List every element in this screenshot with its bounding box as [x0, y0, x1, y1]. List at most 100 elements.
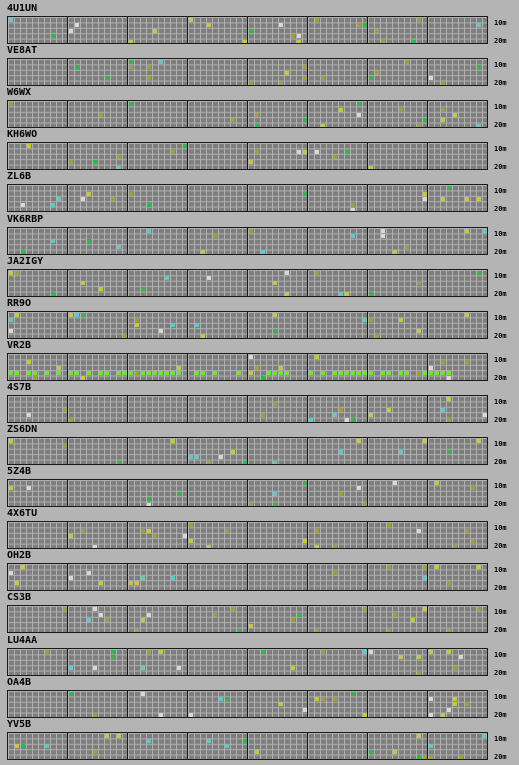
station-row: CS3B 10m 20m [0, 592, 519, 634]
activity-spot [69, 576, 73, 581]
activity-spot [345, 149, 349, 154]
activity-spot [453, 112, 457, 117]
activity-spot [189, 713, 193, 717]
activity-spot [423, 191, 427, 196]
activity-spot [471, 539, 475, 544]
time-block-separator [367, 353, 368, 380]
band-activity-grid [7, 731, 488, 760]
time-block-separator [187, 690, 188, 717]
station-callsign: LU4AA [7, 634, 38, 646]
activity-spot [381, 39, 385, 43]
activity-spot [15, 270, 19, 275]
activity-spot [213, 370, 217, 375]
activity-spot [357, 102, 361, 107]
time-block-separator [187, 143, 188, 170]
station-callsign: VR2B [7, 339, 32, 351]
activity-spot [453, 544, 457, 549]
time-block-separator [247, 648, 248, 675]
station-callsign: OH2B [7, 550, 32, 562]
activity-spot [291, 618, 295, 623]
activity-spot [279, 370, 283, 375]
activity-spot [33, 370, 37, 375]
activity-spot [417, 528, 421, 533]
activity-spot [273, 491, 277, 496]
activity-spot [279, 81, 283, 86]
time-block-separator [187, 185, 188, 212]
activity-spot [111, 649, 115, 654]
activity-spot [387, 523, 391, 528]
activity-spot [381, 370, 385, 375]
activity-spot [147, 76, 151, 81]
activity-spot [477, 65, 481, 70]
activity-spot [357, 370, 361, 375]
station-row: VE8AT 10m 20m [0, 45, 519, 87]
activity-spot [435, 370, 439, 375]
activity-spot [417, 18, 421, 22]
activity-spot [87, 239, 91, 244]
time-block-separator [187, 480, 188, 507]
band-label-20m: 20m [494, 121, 507, 130]
station-callsign: VE8AT [7, 45, 38, 57]
time-block-separator [247, 395, 248, 422]
time-block-separator [427, 101, 428, 128]
activity-spot [135, 581, 139, 586]
time-block-separator [307, 143, 308, 170]
band-label-10m: 10m [494, 187, 507, 196]
band-label-10m: 10m [494, 145, 507, 154]
station-row: VK6RBP 10m 20m [0, 214, 519, 256]
time-block-separator [187, 648, 188, 675]
time-block-separator [247, 143, 248, 170]
time-block-separator [127, 59, 128, 86]
band-activity-grid [7, 16, 488, 44]
activity-spot [417, 671, 421, 675]
activity-spot [441, 713, 445, 717]
activity-spot [363, 502, 367, 507]
band-label-20m: 20m [494, 584, 507, 593]
band-activity-grid [7, 479, 488, 508]
activity-spot [135, 318, 139, 323]
time-block-separator [67, 606, 68, 633]
time-block-separator [187, 227, 188, 254]
activity-spot [441, 197, 445, 202]
band-label-10m: 10m [494, 566, 507, 575]
band-label-20m: 20m [494, 626, 507, 635]
band-label-10m: 10m [494, 61, 507, 70]
activity-spot [405, 370, 409, 375]
activity-spot [81, 528, 85, 533]
time-block-separator [427, 311, 428, 338]
activity-spot [393, 612, 397, 617]
activity-spot [15, 581, 19, 586]
activity-spot [477, 123, 481, 128]
band-label-20m: 20m [494, 668, 507, 677]
activity-spot [93, 665, 97, 670]
activity-spot [447, 581, 451, 586]
activity-spot [225, 528, 229, 533]
activity-spot [9, 318, 13, 323]
activity-spot [237, 370, 241, 375]
activity-spot [231, 607, 235, 612]
activity-spot [417, 328, 421, 333]
activity-spot [87, 370, 91, 375]
station-row: LU4AA 10m 20m [0, 635, 519, 677]
time-block-separator [367, 311, 368, 338]
band-label-10m: 10m [494, 608, 507, 617]
activity-spot [45, 744, 49, 749]
activity-spot [9, 439, 13, 443]
time-block-separator [127, 185, 128, 212]
band-activity-grid [7, 352, 488, 381]
activity-spot [465, 702, 469, 707]
activity-spot [9, 270, 13, 275]
activity-spot [393, 749, 397, 754]
activity-spot [447, 186, 451, 191]
activity-spot [219, 455, 223, 460]
time-block-separator [427, 648, 428, 675]
station-callsign: YV5B [7, 718, 32, 730]
activity-spot [315, 149, 319, 154]
activity-spot [417, 370, 421, 375]
activity-spot [27, 360, 31, 365]
activity-spot [147, 65, 151, 70]
activity-spot [315, 696, 319, 701]
time-block-separator [307, 522, 308, 549]
activity-spot [9, 370, 13, 375]
activity-spot [303, 118, 307, 123]
